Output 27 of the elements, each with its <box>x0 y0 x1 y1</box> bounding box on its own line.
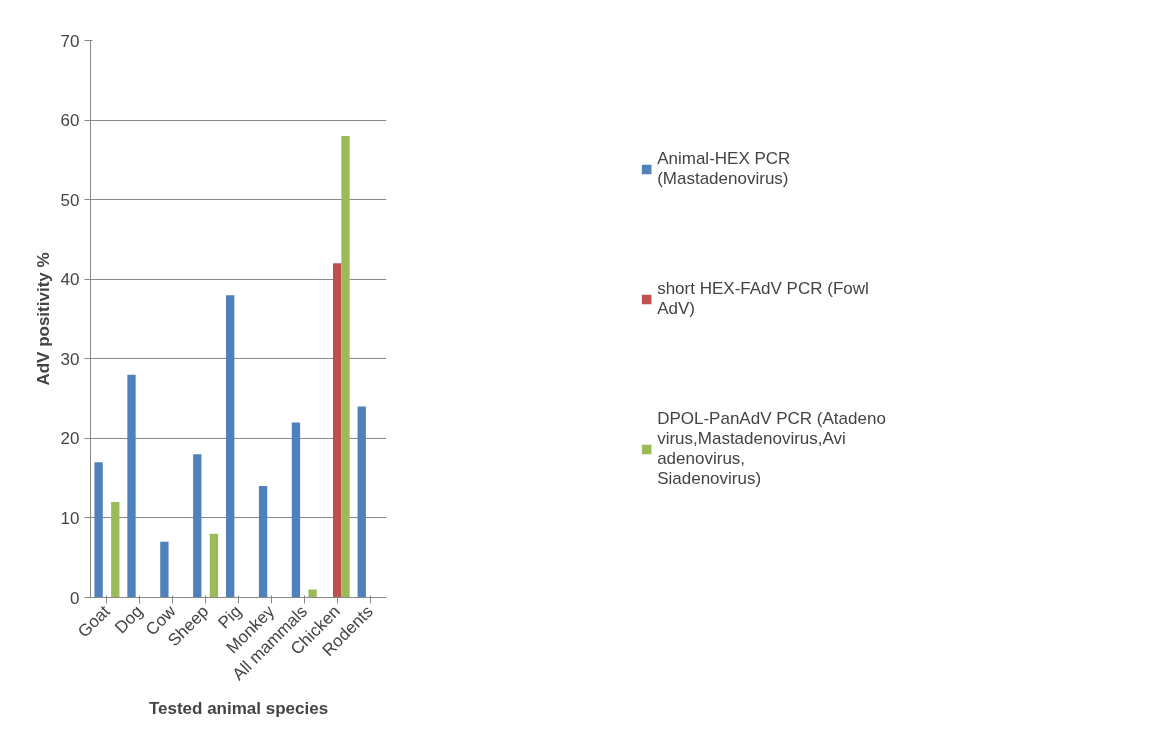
y-tick-label: 60 <box>60 111 80 131</box>
legend-label: DPOL-PanAdV PCR (Atadenovirus,Mastadenovirus,Aviadenovirus, Siadenovirus) <box>657 408 886 489</box>
y-tick-label: 40 <box>60 270 80 290</box>
bar <box>308 589 317 598</box>
x-tick-label: Dog <box>111 601 147 638</box>
x-axis-title: Tested animal species <box>148 698 329 718</box>
legend-label: short HEX-FAdV PCR (Fowl AdV) <box>657 278 869 319</box>
bar <box>357 406 366 598</box>
bar <box>193 454 202 598</box>
bar <box>127 374 136 598</box>
bar <box>226 295 235 598</box>
y-tick-label: 20 <box>60 429 80 449</box>
legend-label: Animal-HEX PCR (Mastadenovirus) <box>657 148 791 189</box>
y-tick-label: 0 <box>70 588 80 608</box>
y-tick-label: 70 <box>60 31 80 51</box>
bar <box>111 502 120 598</box>
bar <box>341 135 350 598</box>
y-tick-label: 50 <box>60 190 80 210</box>
bar <box>333 263 342 598</box>
bar <box>160 541 169 598</box>
y-axis-title: AdV positivity % <box>33 252 53 386</box>
bar <box>291 422 301 598</box>
bar <box>94 462 103 598</box>
bar <box>209 533 219 598</box>
y-tick-label: 30 <box>60 349 80 369</box>
bar <box>258 486 268 598</box>
y-tick-label: 10 <box>60 508 80 528</box>
